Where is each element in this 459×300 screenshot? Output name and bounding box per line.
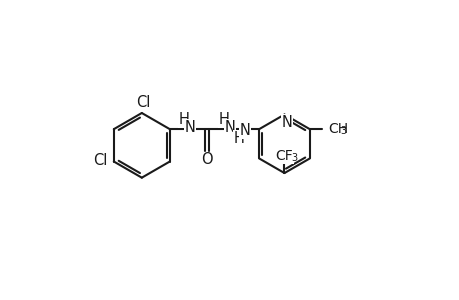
Text: 3: 3	[340, 127, 346, 136]
Text: N: N	[281, 115, 291, 130]
Text: Cl: Cl	[93, 153, 107, 168]
Text: H: H	[218, 112, 229, 128]
Text: CF: CF	[275, 149, 293, 163]
Text: O: O	[201, 152, 212, 167]
Text: H: H	[233, 131, 244, 146]
Text: N: N	[239, 123, 250, 138]
Text: CH: CH	[328, 122, 347, 136]
Text: N: N	[184, 120, 195, 135]
Text: Cl: Cl	[136, 95, 150, 110]
Text: 3: 3	[291, 153, 297, 164]
Text: H: H	[178, 112, 189, 128]
Text: N: N	[224, 120, 235, 135]
